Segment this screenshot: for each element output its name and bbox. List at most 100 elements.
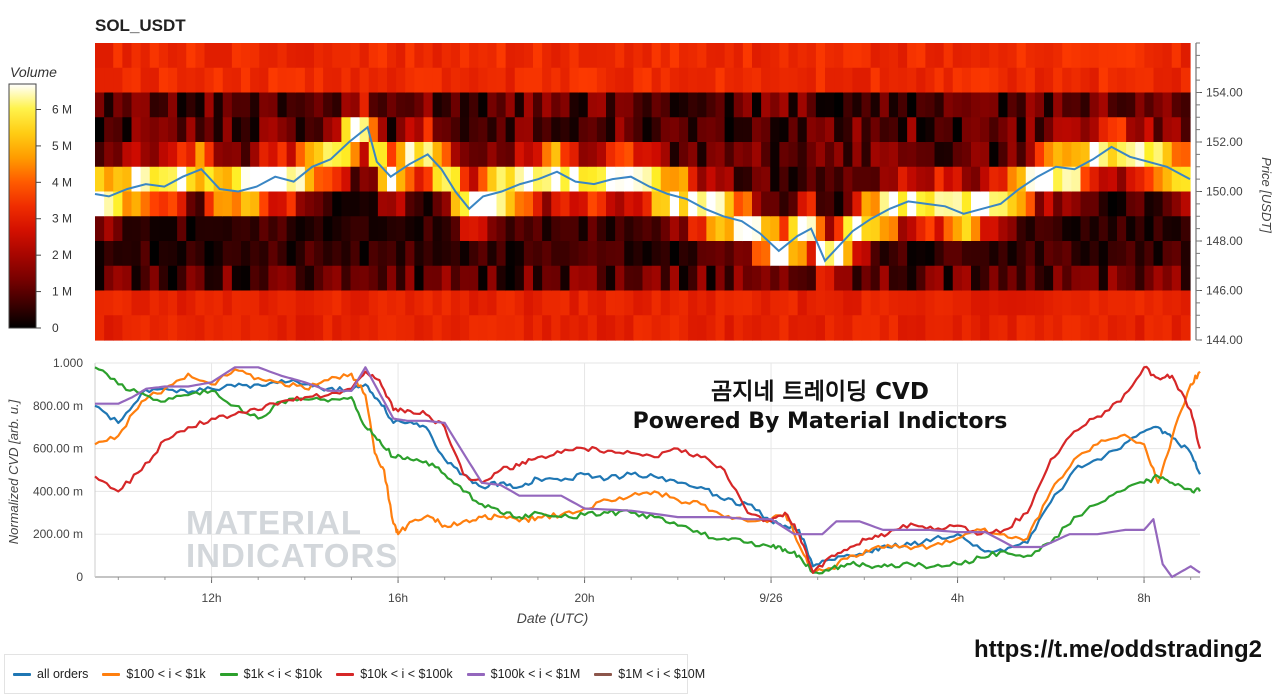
heatmap-cell — [888, 67, 899, 94]
heatmap-cell — [733, 67, 744, 94]
heatmap-cell — [341, 191, 352, 217]
heatmap-cell — [825, 241, 835, 267]
heatmap-cell — [450, 315, 461, 341]
heatmap-cell — [131, 265, 142, 292]
heatmap-cell — [651, 92, 662, 118]
heatmap-cell — [268, 265, 279, 292]
heatmap-cell — [177, 117, 187, 143]
heatmap-cell — [998, 43, 1009, 69]
heatmap-cell — [542, 166, 552, 193]
telegram-link[interactable]: https://t.me/oddstrading2 — [974, 636, 1262, 663]
heatmap-cell — [186, 142, 196, 168]
heatmap-cell — [1044, 117, 1054, 143]
heatmap-cell — [158, 191, 169, 217]
heatmap-cell — [770, 216, 780, 242]
legend-item[interactable]: $10k < i < $100k — [336, 667, 453, 681]
heatmap-cell — [1153, 67, 1164, 94]
heatmap-cell — [122, 67, 133, 94]
heatmap-cell — [697, 216, 707, 242]
heatmap-cell — [478, 241, 488, 267]
heatmap-cell — [980, 290, 990, 316]
heatmap-cell — [806, 166, 817, 193]
heatmap-cell — [1007, 166, 1018, 193]
heatmap-cell — [679, 265, 689, 292]
heatmap-cell — [989, 315, 999, 341]
heatmap-cell — [733, 290, 744, 316]
heatmap-cell — [952, 191, 963, 217]
heatmap-cell — [1126, 216, 1136, 242]
heatmap-cell — [742, 315, 753, 341]
heatmap-cell — [1117, 92, 1127, 118]
heatmap-cell — [268, 117, 279, 143]
heatmap-cell — [971, 92, 981, 118]
heatmap-cell — [660, 92, 671, 118]
heatmap-cell — [1044, 216, 1054, 242]
heatmap-cell — [1126, 92, 1136, 118]
heatmap-cell — [815, 191, 826, 217]
heatmap-cell — [1098, 241, 1109, 267]
heatmap-cell — [606, 117, 616, 143]
heatmap-cell — [1180, 117, 1191, 143]
heatmap-cell — [907, 92, 917, 118]
heatmap-cell — [624, 92, 634, 118]
heatmap-cell — [825, 117, 835, 143]
heatmap-cell — [158, 92, 169, 118]
heatmap-cell — [761, 265, 771, 292]
heatmap-cell — [569, 241, 580, 267]
heatmap-cell — [761, 216, 771, 242]
legend-item[interactable]: $100k < i < $1M — [466, 667, 580, 681]
legend-item[interactable]: $1M < i < $10M — [594, 667, 705, 681]
heatmap-cell — [1089, 166, 1100, 193]
heatmap-cell — [688, 216, 698, 242]
heatmap-cell — [888, 166, 899, 193]
heatmap-cells — [95, 43, 1191, 341]
heatmap-cell — [1180, 216, 1191, 242]
heatmap-cell — [140, 166, 151, 193]
heatmap-cell — [1071, 290, 1082, 316]
heatmap-cell — [633, 43, 644, 69]
heatmap-cell — [332, 92, 342, 118]
heatmap-cell — [213, 241, 224, 267]
heatmap-cell — [231, 166, 242, 193]
heatmap-cell — [724, 216, 735, 242]
heatmap-cell — [113, 265, 123, 292]
heatmap-cell — [806, 265, 817, 292]
heatmap-cell — [149, 67, 160, 94]
heatmap-cell — [697, 67, 707, 94]
heatmap-cell — [432, 142, 443, 168]
heatmap-cell — [989, 117, 999, 143]
heatmap-cell — [104, 315, 114, 341]
heatmap-cell — [952, 43, 963, 69]
heatmap-cell — [277, 43, 288, 69]
heatmap-cell — [168, 265, 178, 292]
heatmap-cell — [304, 191, 315, 217]
heatmap-cell — [277, 142, 288, 168]
heatmap-cell — [925, 67, 936, 94]
heatmap-cell — [1025, 166, 1036, 193]
heatmap-cell — [961, 191, 972, 217]
heatmap-cell — [870, 117, 881, 143]
heatmap-cell — [669, 67, 680, 94]
heatmap-cell — [642, 191, 653, 217]
heatmap-cell — [213, 142, 224, 168]
heatmap-cell — [770, 43, 780, 69]
heatmap-cell — [578, 92, 589, 118]
heatmap-cell — [460, 43, 470, 69]
heatmap-cell — [460, 315, 470, 341]
legend-item[interactable]: $100 < i < $1k — [102, 667, 206, 681]
heatmap-cell — [523, 92, 534, 118]
heatmap-cell — [961, 92, 972, 118]
heatmap-cell — [533, 92, 543, 118]
heatmap-cell — [1034, 166, 1045, 193]
legend-item[interactable]: $1k < i < $10k — [219, 667, 322, 681]
heatmap-cell — [852, 166, 863, 193]
heatmap-cell — [1098, 43, 1109, 69]
heatmap-cell — [788, 290, 799, 316]
heatmap-cell — [715, 43, 726, 69]
heatmap-cell — [615, 142, 625, 168]
heatmap-cell — [706, 216, 717, 242]
heatmap-cell — [231, 92, 242, 118]
heatmap-cell — [943, 290, 954, 316]
legend-item[interactable]: all orders — [13, 667, 88, 681]
heatmap-cell — [888, 142, 899, 168]
